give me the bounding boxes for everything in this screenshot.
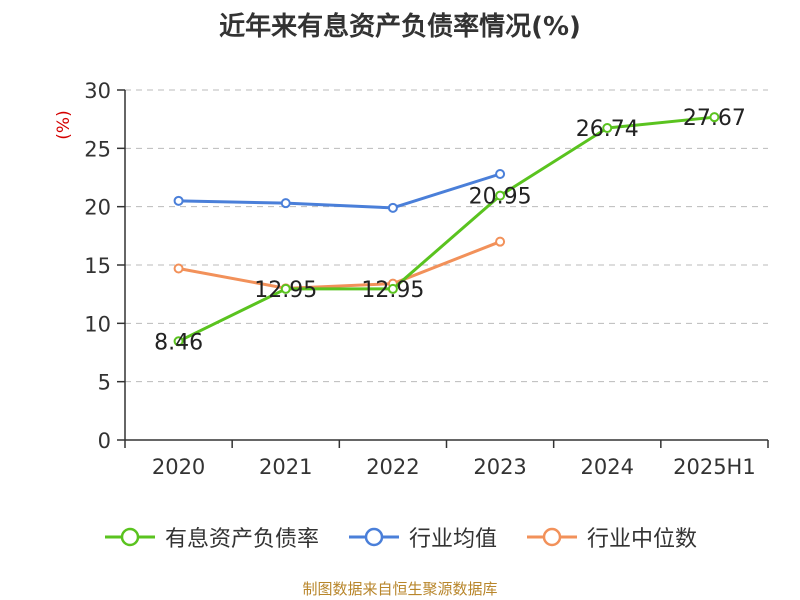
x-tick-label: 2021 (259, 455, 312, 479)
series-line-2 (178, 240, 501, 290)
data-point (280, 283, 291, 294)
legend-line-marker-icon (104, 527, 155, 547)
source-note: 制图数据来自恒生聚源数据库 (302, 580, 498, 598)
series-line-0 (177, 115, 715, 343)
y-tick-label: 10 (84, 312, 111, 336)
data-point (495, 169, 506, 179)
data-point (495, 236, 506, 247)
data-point (495, 190, 506, 201)
axes: 0 5 10 15 20 25 30 2020 2021 2022 2023 2024 2025H1 (84, 79, 769, 479)
legend-label: 有息资产负债率 (164, 527, 319, 552)
x-tick-label: 2025H1 (673, 455, 756, 479)
x-tick-label: 2020 (152, 455, 205, 479)
data-label: 12.95 (254, 278, 317, 303)
data-point (173, 195, 184, 206)
legend-item[interactable]: 行业均值 (347, 521, 497, 553)
legend-label: 行业中位数 (587, 527, 698, 552)
gridlines (125, 89, 768, 383)
y-tick-label: 30 (84, 79, 111, 103)
y-tick-label: 20 (84, 196, 111, 220)
y-tick-label: 25 (84, 137, 111, 161)
data-point (387, 283, 398, 294)
data-label: 20.95 (469, 185, 532, 210)
y-axis-unit-label: (%) (54, 110, 74, 139)
x-tick-label: 2024 (581, 455, 634, 479)
data-point (280, 198, 291, 209)
data-labels: 8.46 12.95 12.95 20.95 26.74 27.67 (154, 106, 746, 355)
x-tick-label: 2022 (366, 455, 419, 479)
data-point (173, 263, 184, 274)
data-label: 26.74 (576, 117, 639, 142)
data-label: 27.67 (683, 106, 746, 131)
legend-line-marker-icon (527, 527, 577, 547)
data-label: 12.95 (361, 278, 424, 303)
x-tick-label: 2023 (473, 455, 526, 479)
legend-line-marker-icon (348, 527, 399, 547)
chart-title: 近年来有息资产负债率情况(%) (219, 12, 581, 42)
data-point (387, 202, 398, 213)
series-lines (173, 112, 720, 347)
legend-label: 行业均值 (408, 527, 497, 552)
data-point (173, 336, 184, 347)
data-point (602, 123, 613, 134)
y-tick-label: 15 (84, 254, 111, 278)
data-point (709, 112, 720, 123)
legend: 有息资产负债率 行业均值 行业中位数 (0, 520, 800, 554)
y-tick-label: 5 (98, 371, 111, 395)
series-line-1 (178, 172, 501, 210)
legend-item[interactable]: 有息资产负债率 (103, 521, 319, 553)
y-tick-label: 0 (98, 429, 111, 453)
data-label: 8.46 (154, 330, 203, 355)
legend-item[interactable]: 行业中位数 (525, 521, 697, 553)
